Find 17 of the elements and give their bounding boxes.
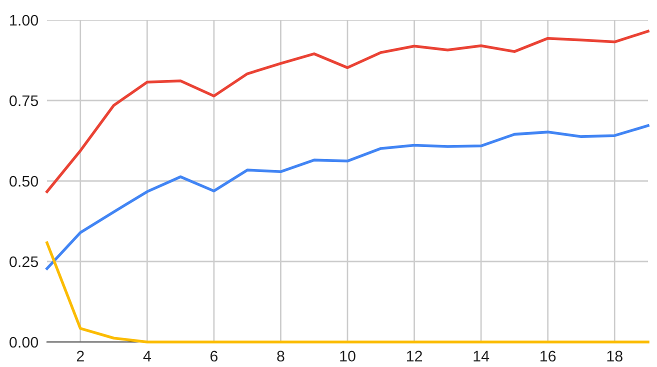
y-tick-label: 0.50 [10, 176, 38, 187]
x-tick-label: 16 [540, 350, 556, 362]
line-series [46, 241, 650, 344]
x-tick-label: 2 [76, 350, 84, 362]
x-tick-label: 12 [406, 350, 422, 362]
x-tick-label: 4 [143, 350, 151, 362]
x-tick-label: 8 [277, 350, 284, 362]
y-tick-label: 0.00 [10, 336, 38, 348]
line-series [46, 124, 650, 270]
y-tick-label: 0.75 [10, 95, 38, 106]
x-tick-label: 6 [210, 350, 218, 362]
x-tick-label: 14 [474, 350, 490, 362]
line-series [46, 30, 650, 194]
y-tick-label: 1.00 [10, 14, 38, 26]
x-tick-label: 10 [340, 350, 356, 362]
x-tick-label: 18 [607, 350, 622, 362]
y-tick-label: 0.25 [10, 256, 38, 268]
